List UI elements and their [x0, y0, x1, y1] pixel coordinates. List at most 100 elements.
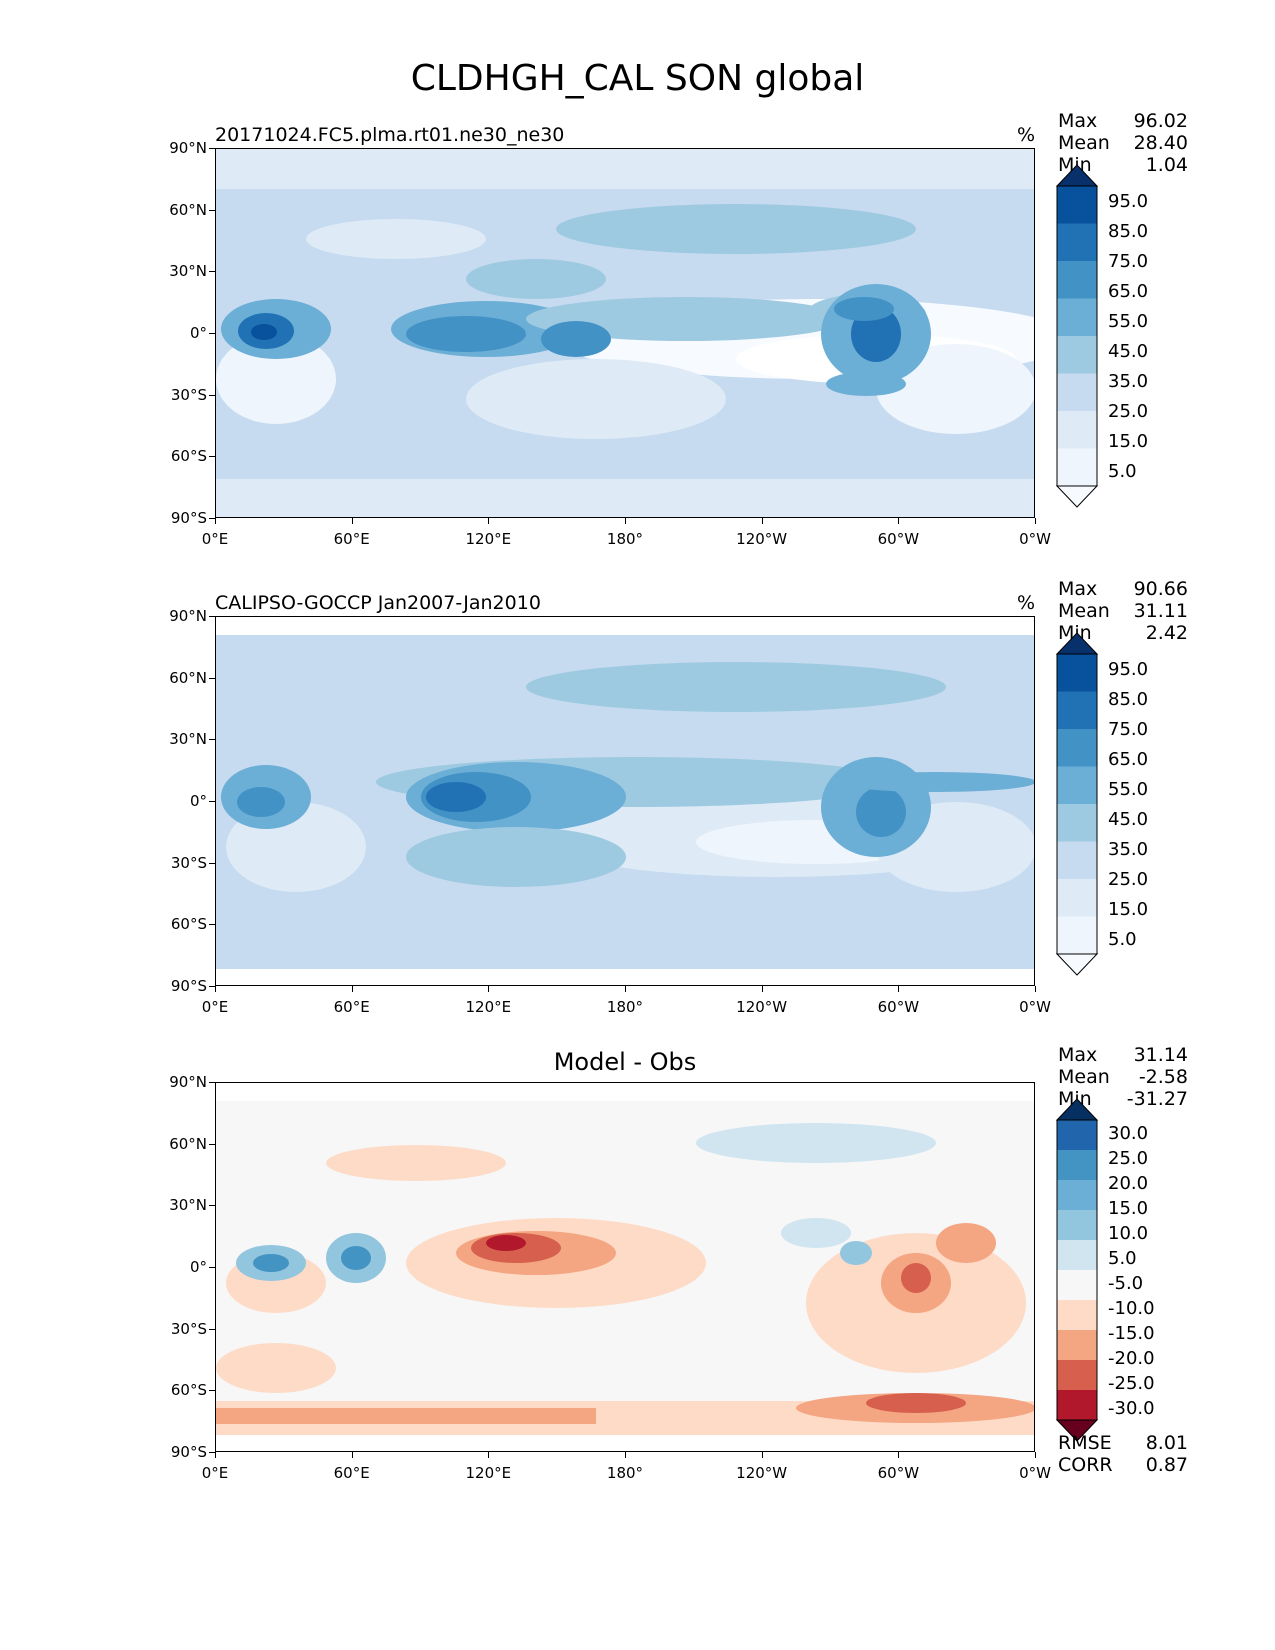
colorbar-segment — [1057, 1149, 1097, 1181]
lat-label: 90°S — [170, 977, 207, 995]
lat-tick — [209, 1390, 215, 1392]
panel-obs-label: CALIPSO-GOCCP Jan2007-Jan2010 — [215, 592, 541, 614]
metric-row: CORR 0.87 — [1058, 1454, 1188, 1476]
lat-tick — [209, 456, 215, 458]
lon-tick — [215, 1452, 216, 1458]
lat-label: 0° — [189, 792, 207, 810]
lat-tick — [209, 333, 215, 334]
stat-row: Min -31.27 — [1058, 1088, 1188, 1110]
colorbar — [1055, 164, 1099, 508]
lon-label: 180° — [606, 998, 644, 1016]
colorbar-segment — [1057, 410, 1097, 449]
lon-tick — [488, 986, 490, 992]
stat-value: 1.04 — [1145, 154, 1188, 176]
lon-label: 60°E — [333, 1464, 370, 1482]
lat-tick — [209, 394, 215, 396]
lon-tick — [351, 518, 353, 524]
lat-label: 0° — [189, 1258, 207, 1276]
panel-obs-units: % — [1016, 592, 1035, 614]
colorbar-segment — [1057, 373, 1097, 412]
colorbar-segment — [1057, 298, 1097, 337]
lat-label: 30°S — [170, 1319, 207, 1338]
lat-label: 60°S — [170, 915, 207, 934]
stat-value: -31.27 — [1126, 1088, 1188, 1110]
stat-value: 96.02 — [1133, 110, 1188, 132]
lon-label: 120°E — [465, 1464, 512, 1482]
lon-tick — [1035, 1452, 1036, 1458]
colorbar-label: 85.0 — [1108, 221, 1149, 242]
lon-tick — [488, 1452, 490, 1458]
lon-label: 120°E — [465, 998, 512, 1016]
lat-label: 90°N — [169, 1073, 207, 1091]
metric-label: RMSE — [1058, 1432, 1112, 1454]
colorbar-label: 45.0 — [1108, 809, 1149, 830]
stat-value: -2.58 — [1138, 1066, 1188, 1088]
lat-tick — [209, 148, 215, 149]
colorbar-label: -5.0 — [1108, 1272, 1144, 1294]
metric-value: 8.01 — [1145, 1432, 1188, 1454]
lat-label: 60°N — [169, 1134, 207, 1153]
colorbar-label: 85.0 — [1108, 689, 1149, 710]
lon-tick — [761, 518, 763, 524]
lat-label: 30°N — [169, 262, 207, 281]
lon-label: 0°E — [201, 530, 229, 548]
colorbar-segment — [1057, 186, 1097, 224]
stat-label: Min — [1058, 622, 1092, 644]
lon-tick — [215, 518, 216, 524]
figure-title: CLDHGH_CAL SON global — [410, 58, 865, 99]
metric-label: CORR — [1058, 1454, 1113, 1476]
lon-tick — [625, 518, 626, 524]
stat-row: Max 90.66 — [1058, 578, 1188, 600]
colorbar-segment — [1057, 1269, 1097, 1301]
stat-label: Max — [1058, 110, 1098, 132]
lat-tick — [209, 1452, 215, 1453]
colorbar-extend-bottom — [1055, 953, 1099, 976]
lat-label: 60°N — [169, 200, 207, 219]
panel-model: 20171024.FC5.plma.rt01.ne30_ne30 % — [0, 110, 1275, 564]
stat-value: 31.11 — [1133, 600, 1188, 622]
colorbar-segment — [1057, 878, 1097, 917]
lat-label: 90°S — [170, 1443, 207, 1461]
colorbar-segment — [1057, 1239, 1097, 1271]
lat-tick — [209, 801, 215, 802]
colorbar-segment — [1057, 654, 1097, 692]
colorbar-segment — [1057, 260, 1097, 299]
colorbar-label: -30.0 — [1108, 1397, 1155, 1419]
lat-tick — [209, 924, 215, 926]
lon-tick — [351, 1452, 353, 1458]
lon-label: 60°W — [877, 998, 920, 1016]
panel-obs: CALIPSO-GOCCP Jan2007-Jan2010 % 90°N 60°N… — [0, 578, 1275, 1032]
colorbar-segment — [1057, 803, 1097, 842]
lon-label: 120°W — [736, 998, 788, 1016]
colorbar-label: 35.0 — [1108, 371, 1149, 392]
stat-label: Max — [1058, 578, 1098, 600]
lat-tick — [209, 1328, 215, 1330]
lat-label: 90°N — [169, 139, 207, 157]
panel-model-label: 20171024.FC5.plma.rt01.ne30_ne30 — [215, 124, 565, 146]
lat-tick — [209, 1143, 215, 1145]
lon-label: 120°E — [465, 530, 512, 548]
lon-label: 120°W — [736, 1464, 788, 1482]
lon-tick — [625, 1452, 626, 1458]
colorbar-extend-top — [1055, 164, 1099, 187]
colorbar-segment — [1057, 1120, 1097, 1151]
colorbar-label: -15.0 — [1108, 1322, 1155, 1344]
stat-value: 28.40 — [1133, 132, 1188, 154]
colorbar-segment — [1057, 916, 1097, 955]
colorbar-segment — [1057, 1329, 1097, 1361]
colorbar-segment — [1057, 728, 1097, 767]
stat-row: Max 31.14 — [1058, 1044, 1188, 1066]
lon-tick — [898, 1452, 900, 1458]
lon-label: 60°W — [877, 530, 920, 548]
lon-tick — [1035, 986, 1036, 992]
colorbar-extend-bottom — [1055, 485, 1099, 508]
lon-tick — [488, 518, 490, 524]
colorbar-outline — [1056, 185, 1098, 487]
lat-tick — [209, 862, 215, 864]
colorbar-label: 15.0 — [1108, 899, 1149, 920]
stat-row: Max 96.02 — [1058, 110, 1188, 132]
colorbar-segment — [1057, 691, 1097, 730]
colorbar-label: 35.0 — [1108, 839, 1149, 860]
lat-tick — [209, 616, 215, 617]
lat-tick — [209, 1267, 215, 1268]
